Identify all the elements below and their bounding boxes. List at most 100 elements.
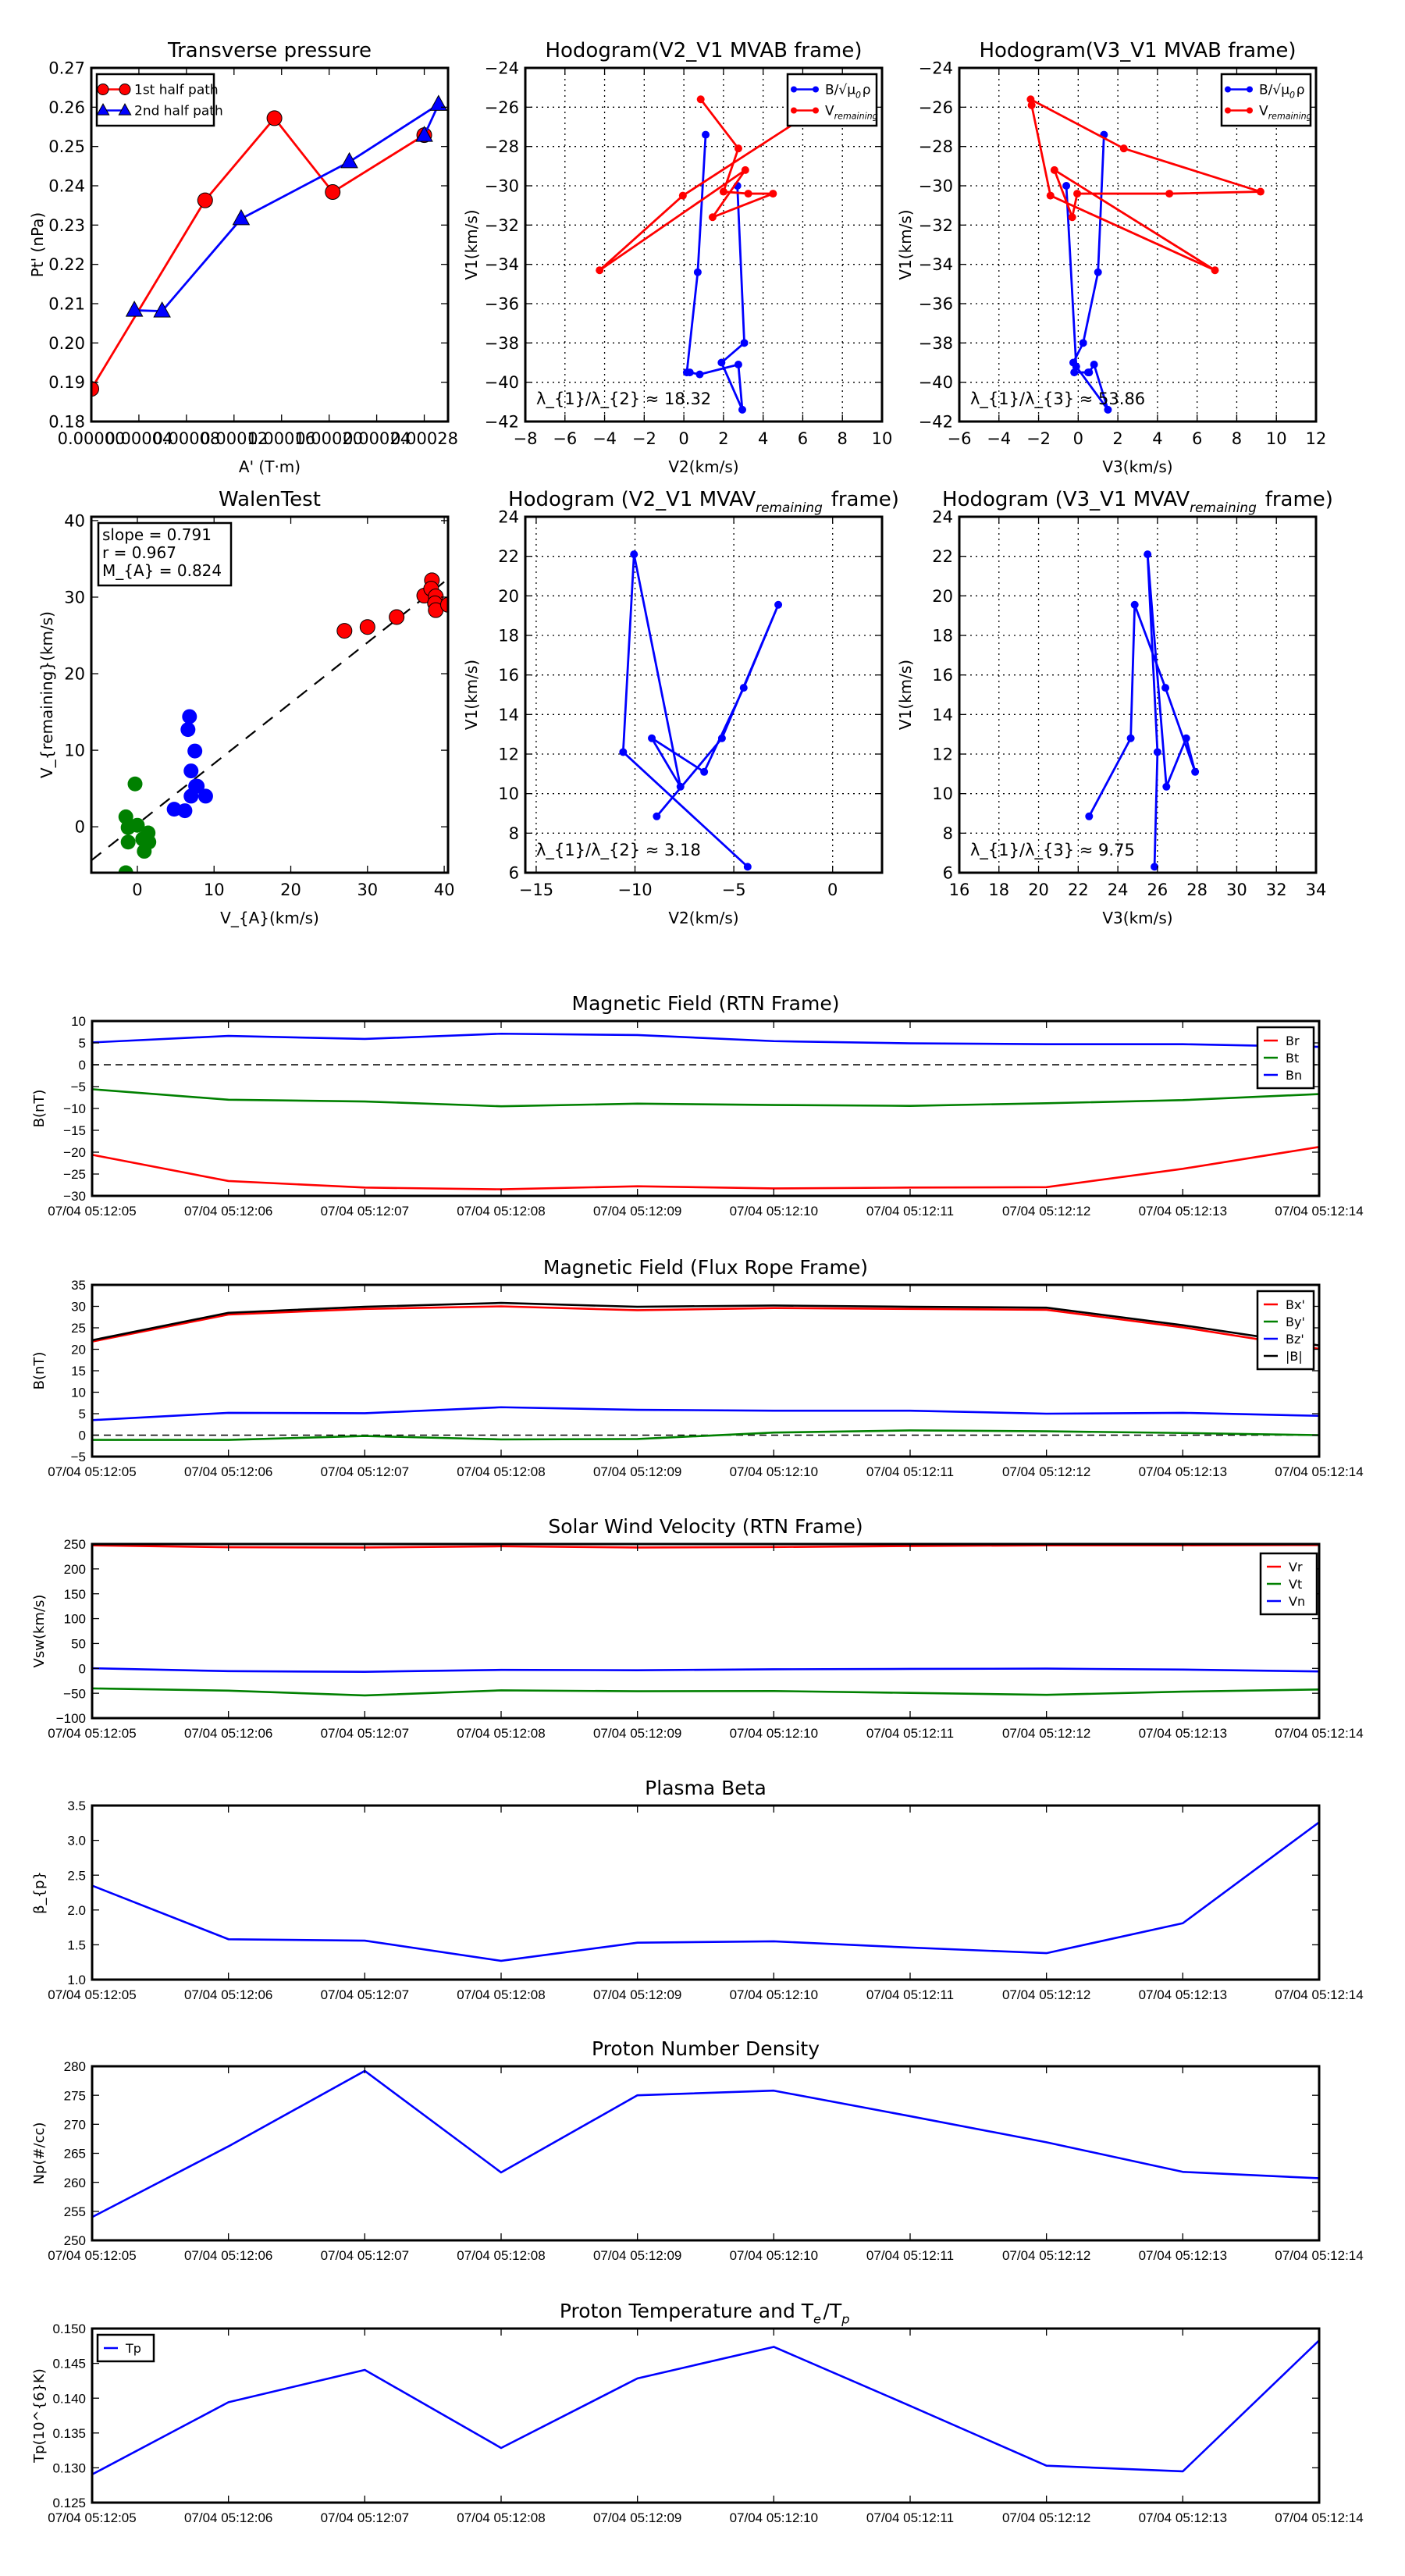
- y-tick-label: −42: [919, 413, 953, 432]
- x-tick-label: 07/04 05:12:11: [866, 1204, 954, 1219]
- y-tick-label: 8: [509, 824, 519, 843]
- circle-marker: [676, 782, 685, 791]
- circle-marker: [1247, 86, 1253, 93]
- y-tick-label: 18: [498, 627, 519, 646]
- x-tick-label: 07/04 05:12:13: [1139, 1204, 1227, 1219]
- legend-label: Vt: [1289, 1577, 1302, 1592]
- x-tick-label: 07/04 05:12:08: [457, 1987, 545, 2002]
- series-b-0-: [682, 130, 749, 414]
- y-tick-label: 12: [932, 745, 953, 764]
- y-tick-label: 150: [64, 1587, 86, 1602]
- y-tick-label: 200: [64, 1562, 86, 1577]
- y-tick-label: 260: [64, 2176, 86, 2190]
- circle-marker: [1062, 182, 1071, 190]
- x-tick-label: 20: [280, 881, 301, 899]
- circle-marker: [1046, 191, 1055, 200]
- x-tick-label: 8: [1232, 429, 1242, 448]
- x-tick-label: 07/04 05:12:13: [1139, 2510, 1227, 2525]
- x-tick-label: 07/04 05:12:10: [730, 1987, 818, 2002]
- x-tick-label: 07/04 05:12:10: [730, 2248, 818, 2263]
- y-tick-label: 0.27: [48, 59, 85, 78]
- y-tick-label: 25: [71, 1321, 86, 1336]
- circle-marker: [91, 381, 99, 397]
- legend-item: By': [1264, 1315, 1305, 1329]
- circle-marker: [177, 803, 193, 819]
- y-tick-label: 20: [64, 665, 85, 684]
- circle-marker: [1151, 863, 1159, 871]
- legend-item: 2nd half path: [96, 103, 223, 119]
- x-tick-label: 07/04 05:12:05: [48, 1204, 136, 1219]
- y-tick-label: 0.18: [48, 413, 85, 432]
- x-tick-label: 07/04 05:12:12: [1002, 2510, 1090, 2525]
- x-tick-label: −6: [948, 429, 972, 448]
- y-tick-label: 250: [64, 1537, 86, 1552]
- legend-label: Br: [1286, 1034, 1300, 1048]
- x-tick-label: 07/04 05:12:14: [1275, 1464, 1363, 1479]
- y-tick-label: −26: [919, 98, 953, 117]
- x-tick-label: 0: [1073, 429, 1083, 448]
- x-tick-label: 12: [1306, 429, 1327, 448]
- walen-test-chart: WalenTest 0 10 20 30 40 0 10 20 30 40 V_{A}(km/s) V_…: [37, 488, 454, 927]
- y-tick-label: 22: [498, 547, 519, 566]
- circle-marker: [197, 192, 213, 208]
- y-tick-label: 2.0: [67, 1903, 86, 1918]
- eigenvalue-ratio-label: λ_{1}/λ_{3} ≈ 53.86: [970, 390, 1145, 409]
- legend-item: |B|: [1264, 1349, 1303, 1364]
- x-tick-label: 07/04 05:12:14: [1275, 2248, 1363, 2263]
- y-tick-label: 10: [64, 742, 85, 760]
- x-tick-label: 07/04 05:12:11: [866, 2510, 954, 2525]
- stats-line: r = 0.967: [102, 543, 176, 562]
- legend-item: Bn: [1264, 1068, 1302, 1083]
- circle-marker: [741, 165, 749, 174]
- y-tick-label: 22: [932, 547, 953, 566]
- plasma-beta-chart: Plasma Beta 07/04 05:12:05 07/04 05:12:06 0…: [31, 1777, 1364, 2002]
- chart-title: Hodogram (V3_V1 MVAVremaining frame): [942, 488, 1333, 515]
- x-axis-label: V2(km/s): [668, 457, 738, 476]
- hodogram-v2-v1-mvav-chart: Hodogram (V2_V1 MVAVremaining frame) −15 −…: [462, 488, 899, 927]
- y-tick-label: −38: [485, 334, 519, 353]
- y-tick-label: −30: [485, 177, 519, 196]
- x-tick-label: 07/04 05:12:07: [321, 1204, 409, 1219]
- chart-title: Hodogram(V3_V1 MVAB frame): [979, 39, 1296, 62]
- x-tick-label: 32: [1266, 881, 1287, 899]
- y-tick-label: 275: [64, 2088, 86, 2103]
- y-tick-label: 30: [71, 1300, 86, 1315]
- legend: B/√μ0 ρ Vremaining: [1220, 73, 1312, 127]
- circle-marker: [717, 734, 726, 742]
- x-tick-label: 07/04 05:12:12: [1002, 2248, 1090, 2263]
- x-tick-label: 07/04 05:12:10: [730, 1464, 818, 1479]
- x-tick-label: 07/04 05:12:05: [48, 1726, 136, 1741]
- legend-label: B/√μ0 ρ: [825, 83, 871, 101]
- y-tick-label: 265: [64, 2147, 86, 2161]
- circle-marker: [197, 788, 213, 804]
- x-tick-label: 07/04 05:12:14: [1275, 1987, 1363, 2002]
- y-tick-label: −20: [63, 1145, 86, 1160]
- series-br: [92, 1145, 1319, 1190]
- stats-line: slope = 0.791: [102, 525, 212, 544]
- circle-marker: [1090, 361, 1098, 369]
- x-tick-label: 07/04 05:12:10: [730, 2510, 818, 2525]
- y-tick-label: 1.5: [67, 1938, 86, 1953]
- x-tick-label: 07/04 05:12:05: [48, 1464, 136, 1479]
- legend-item: Vremaining: [1225, 104, 1312, 122]
- x-tick-label: 0.00016: [247, 429, 315, 448]
- x-tick-label: 0: [827, 881, 838, 899]
- circle-marker: [1079, 339, 1087, 347]
- circle-marker: [1191, 767, 1200, 776]
- circle-marker: [266, 110, 283, 126]
- triangle-marker: [125, 301, 144, 317]
- legend-label: Vn: [1289, 1594, 1305, 1609]
- series-beta: [92, 1821, 1319, 1962]
- circle-marker: [183, 788, 199, 804]
- axes-frame: [91, 1804, 1321, 1981]
- circle-marker: [1050, 165, 1058, 174]
- y-tick-label: 50: [71, 1637, 86, 1652]
- circle-marker: [389, 609, 405, 625]
- series-vn: [92, 1667, 1319, 1673]
- triangle-marker: [415, 126, 433, 142]
- y-tick-label: 0.24: [48, 177, 85, 196]
- eigenvalue-ratio-label: λ_{1}/λ_{2} ≈ 3.18: [536, 841, 701, 860]
- series-b-0-: [1062, 130, 1112, 414]
- x-tick-label: 07/04 05:12:11: [866, 1987, 954, 2002]
- circle-marker: [1225, 107, 1231, 114]
